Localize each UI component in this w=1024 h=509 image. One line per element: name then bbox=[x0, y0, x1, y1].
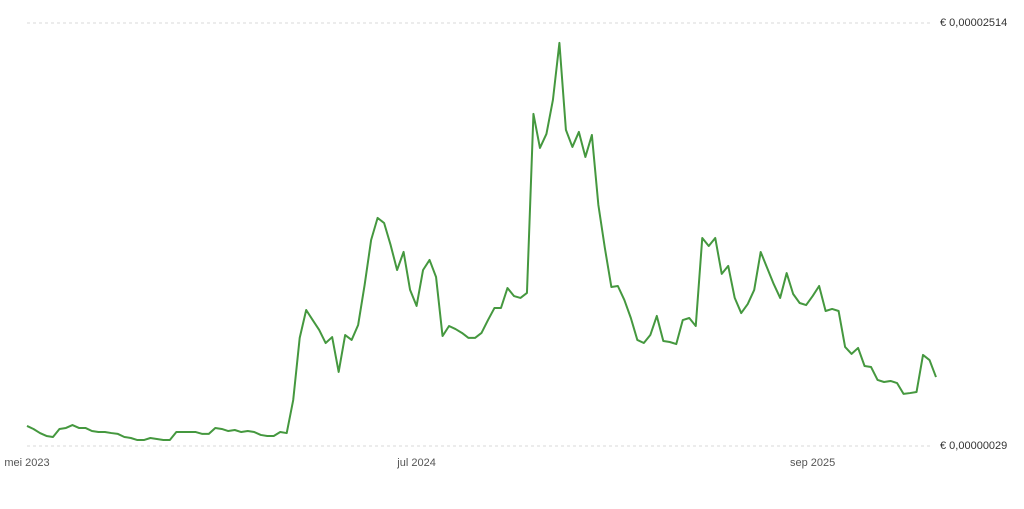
x-tick-label: sep 2025 bbox=[790, 457, 835, 469]
price-line bbox=[26, 41, 937, 442]
x-tick-label: mei 2023 bbox=[4, 457, 49, 469]
y-tick-label: € 0,00002514 bbox=[940, 17, 1007, 29]
x-tick-label: jul 2024 bbox=[396, 457, 436, 469]
y-tick-label: € 0,00000029 bbox=[940, 440, 1007, 452]
